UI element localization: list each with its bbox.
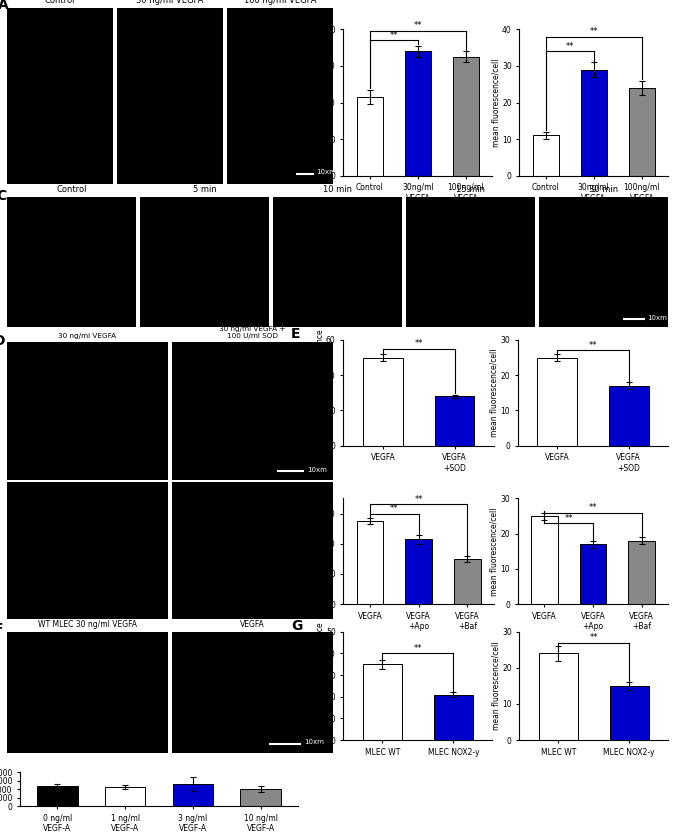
Bar [454, 559, 481, 604]
Bar [533, 136, 559, 176]
Bar [531, 516, 558, 604]
Bar [434, 695, 472, 740]
Text: 10xm: 10xm [316, 169, 336, 175]
Text: 10xm: 10xm [647, 315, 668, 321]
Bar [580, 544, 606, 604]
Bar [37, 786, 78, 806]
Y-axis label: mean fluorescence/cell: mean fluorescence/cell [490, 349, 499, 437]
Text: **: ** [589, 341, 597, 350]
Bar [539, 654, 578, 740]
Text: Control: Control [56, 185, 87, 194]
Text: **: ** [564, 514, 573, 523]
Text: 100 ng/ml VEGFA: 100 ng/ml VEGFA [244, 0, 316, 5]
Text: C: C [0, 189, 7, 203]
Text: **: ** [389, 30, 398, 39]
Bar [105, 787, 146, 806]
Text: 5 min: 5 min [192, 185, 217, 194]
Text: 30 ng/ml VEGFA: 30 ng/ml VEGFA [59, 334, 117, 339]
Bar [609, 385, 649, 446]
Y-axis label: % of total cells with fluorescence: % of total cells with fluorescence [316, 39, 325, 166]
Bar [610, 686, 649, 740]
Bar [173, 784, 213, 806]
Text: 30 ng/ml VEGFA +
100 U/ml SOD: 30 ng/ml VEGFA + 100 U/ml SOD [219, 326, 286, 339]
Y-axis label: mean fluorescence/cell: mean fluorescence/cell [491, 642, 501, 730]
Text: **: ** [589, 633, 598, 642]
Text: 30 ng/ml VEGFA + Baf-A: 30 ng/ml VEGFA + Baf-A [209, 473, 296, 478]
Bar [240, 789, 281, 806]
Text: G: G [291, 618, 302, 633]
Y-axis label: % of total cells with fluorescence: % of total cells with fluorescence [316, 488, 325, 614]
Text: E: E [291, 327, 300, 341]
Bar [356, 521, 383, 604]
Text: D: D [0, 334, 5, 348]
Y-axis label: % of total cells with fluorescence: % of total cells with fluorescence [316, 623, 325, 749]
Bar [580, 70, 607, 176]
Text: WT MLEC 30 ng/ml VEGFA: WT MLEC 30 ng/ml VEGFA [38, 620, 137, 629]
Text: 15 min: 15 min [456, 185, 485, 194]
Text: **: ** [414, 495, 423, 504]
Y-axis label: % of total cells with fluorescence: % of total cells with fluorescence [316, 329, 325, 456]
Text: 10xm: 10xm [304, 739, 324, 745]
Text: 10 min: 10 min [323, 185, 352, 194]
Text: **: ** [414, 22, 422, 30]
Text: 30 ng/ml VEGFA: 30 ng/ml VEGFA [136, 0, 204, 5]
Text: **: ** [589, 503, 597, 512]
Text: 30 ng/ml VEGFA +
apocynin: 30 ng/ml VEGFA + apocynin [54, 466, 121, 478]
Bar [537, 358, 577, 446]
Y-axis label: mean fluorescence/cell: mean fluorescence/cell [491, 59, 501, 147]
Text: F: F [0, 622, 3, 636]
Text: B: B [299, 12, 309, 26]
Bar [363, 665, 402, 740]
Bar [363, 358, 402, 446]
Text: NOX2-y MLEC 30 ng/ml
VEGFA: NOX2-y MLEC 30 ng/ml VEGFA [209, 610, 296, 629]
Text: **: ** [390, 504, 399, 513]
Text: 30 min: 30 min [589, 185, 618, 194]
Bar [356, 97, 383, 176]
Bar [405, 539, 432, 604]
Text: **: ** [414, 644, 422, 653]
Text: **: ** [589, 27, 598, 36]
Text: **: ** [414, 339, 423, 348]
Bar [628, 541, 655, 604]
Bar [453, 57, 479, 176]
Bar [404, 51, 431, 176]
Text: A: A [0, 0, 9, 12]
Text: Control: Control [45, 0, 76, 5]
Bar [435, 396, 475, 446]
Bar [628, 88, 655, 176]
Text: **: ** [566, 42, 574, 50]
Text: 10xm: 10xm [307, 467, 327, 473]
Y-axis label: mean fluorescence/cell: mean fluorescence/cell [490, 507, 499, 596]
